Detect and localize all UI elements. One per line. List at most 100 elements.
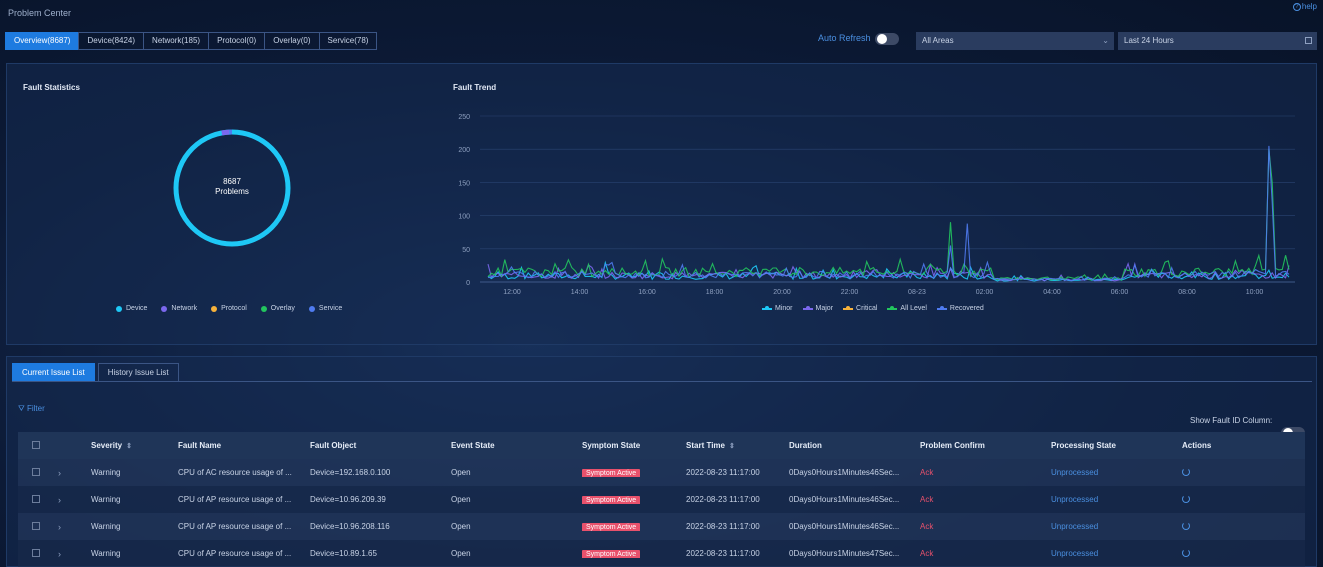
legend-service[interactable]: Service xyxy=(308,305,342,312)
help-link[interactable]: ? help xyxy=(1292,2,1317,11)
cell-symptom-state: Symptom Active xyxy=(582,468,686,477)
legend-overlay[interactable]: Overlay xyxy=(260,305,295,312)
refresh-action-icon[interactable] xyxy=(1182,521,1190,530)
header-processing-state: Processing State xyxy=(1051,441,1116,450)
ack-link[interactable]: Ack xyxy=(920,549,934,558)
tab-device[interactable]: Device(8424) xyxy=(78,32,145,50)
tab-history-issue-list[interactable]: History Issue List xyxy=(97,363,179,382)
row-expand[interactable]: › xyxy=(58,495,91,505)
tab-current-issue-list[interactable]: Current Issue List xyxy=(12,363,95,382)
area-select[interactable]: All Areas ⌄ xyxy=(916,32,1114,50)
toggle-knob xyxy=(877,34,887,44)
y-tick-label: 200 xyxy=(458,147,470,154)
cell-event-state: Open xyxy=(451,468,471,477)
x-tick-label: 16:00 xyxy=(638,289,656,296)
refresh-action-icon[interactable] xyxy=(1182,548,1190,557)
header-severity[interactable]: Severity ⇕ xyxy=(91,441,178,450)
tab-service[interactable]: Service(78) xyxy=(318,32,378,50)
cell-duration: 0Days0Hours1Minutes46Sec... xyxy=(789,468,900,477)
row-select-cell xyxy=(18,467,58,478)
cell-processing-state: Unprocessed xyxy=(1051,495,1182,504)
legend-protocol[interactable]: Protocol xyxy=(211,305,247,312)
cell-symptom-state: Symptom Active xyxy=(582,549,686,558)
processing-state-link[interactable]: Unprocessed xyxy=(1051,522,1099,531)
cell-duration: 0Days0Hours1Minutes46Sec... xyxy=(789,495,900,504)
header-start-time[interactable]: Start Time ⇕ xyxy=(686,441,789,450)
help-icon: ? xyxy=(1292,2,1301,11)
legend-label: Critical xyxy=(856,305,878,312)
row-checkbox[interactable] xyxy=(32,494,40,503)
x-tick-label: 04:00 xyxy=(1043,289,1061,296)
legend-label: Overlay xyxy=(270,305,295,312)
legend-label: Protocol xyxy=(221,305,247,312)
row-select-cell xyxy=(18,494,58,505)
statistics-panel xyxy=(6,63,1317,345)
x-tick-label: 10:00 xyxy=(1246,289,1264,296)
auto-refresh-toggle[interactable] xyxy=(875,33,899,45)
processing-state-link[interactable]: Unprocessed xyxy=(1051,495,1099,504)
legend-major[interactable]: Major xyxy=(802,305,834,312)
processing-state-link[interactable]: Unprocessed xyxy=(1051,468,1099,477)
symptom-badge: Symptom Active xyxy=(582,496,641,504)
time-range-select[interactable]: Last 24 Hours xyxy=(1118,32,1317,50)
row-select-cell xyxy=(18,548,58,559)
legend-network[interactable]: Network xyxy=(161,305,197,312)
cell-severity: Warning xyxy=(91,549,121,558)
header-duration: Duration xyxy=(789,441,822,450)
legend-label: Major xyxy=(815,305,834,312)
header-fault-object: Fault Object xyxy=(310,441,357,450)
chevron-right-icon: › xyxy=(58,467,61,478)
ack-link[interactable]: Ack xyxy=(920,522,934,531)
cell-fault-object: Device=10.96.208.116 xyxy=(310,522,390,531)
issue-list-tabs: Current Issue List History Issue List xyxy=(12,363,182,382)
fault-statistics-donut xyxy=(173,129,291,247)
x-tick-label: 06:00 xyxy=(1111,289,1129,296)
select-all-checkbox[interactable] xyxy=(32,440,40,449)
y-tick-label: 0 xyxy=(466,280,470,287)
symptom-badge: Symptom Active xyxy=(582,550,641,558)
row-expand[interactable]: › xyxy=(58,522,91,532)
legend-label: Minor xyxy=(775,305,793,312)
cell-start-time: 2022-08-23 11:17:00 xyxy=(686,522,760,531)
row-expand[interactable]: › xyxy=(58,468,91,478)
row-checkbox[interactable] xyxy=(32,467,40,476)
cell-processing-state: Unprocessed xyxy=(1051,522,1182,531)
table-row: › Warning CPU of AP resource usage of ..… xyxy=(18,513,1305,540)
cell-event-state: Open xyxy=(451,495,471,504)
legend-device[interactable]: Device xyxy=(116,305,147,312)
cell-processing-state: Unprocessed xyxy=(1051,468,1182,477)
x-tick-label: 02:00 xyxy=(976,289,994,296)
row-checkbox[interactable] xyxy=(32,548,40,557)
tab-overlay[interactable]: Overlay(0) xyxy=(264,32,320,50)
legend-critical[interactable]: Critical xyxy=(843,305,877,312)
filter-button[interactable]: ⛛ Filter xyxy=(18,404,45,414)
row-expand[interactable]: › xyxy=(58,549,91,559)
legend-recovered[interactable]: Recovered xyxy=(936,305,984,312)
refresh-action-icon[interactable] xyxy=(1182,494,1190,503)
legend-minor[interactable]: Minor xyxy=(762,305,793,312)
processing-state-link[interactable]: Unprocessed xyxy=(1051,549,1099,558)
tab-protocol[interactable]: Protocol(0) xyxy=(208,32,266,50)
cell-fault-object: Device=192.168.0.100 xyxy=(310,468,391,477)
tab-overview[interactable]: Overview(8687) xyxy=(5,32,80,50)
cell-severity: Warning xyxy=(91,522,121,531)
sort-icon[interactable]: ⇕ xyxy=(728,443,735,450)
tab-network[interactable]: Network(185) xyxy=(143,32,210,50)
chevron-down-icon: ⌄ xyxy=(1102,36,1109,45)
sort-icon[interactable]: ⇕ xyxy=(126,443,133,450)
row-select-cell xyxy=(18,521,58,532)
time-range-value: Last 24 Hours xyxy=(1124,36,1174,45)
header-label: Start Time xyxy=(686,441,725,450)
legend-label: Device xyxy=(126,305,148,312)
header-label: Severity xyxy=(91,441,123,450)
cell-symptom-state: Symptom Active xyxy=(582,495,686,504)
row-checkbox[interactable] xyxy=(32,521,40,530)
legend-all-level[interactable]: All Level xyxy=(887,305,927,312)
ack-link[interactable]: Ack xyxy=(920,495,934,504)
donut-segment-service xyxy=(173,129,291,247)
area-select-value: All Areas xyxy=(922,36,954,45)
refresh-action-icon[interactable] xyxy=(1182,467,1190,476)
fault-trend-chart: 0 50 100 150 200 250 12:00 14:00 16:00 18:00 20:00… xyxy=(458,114,1295,296)
y-tick-label: 250 xyxy=(458,114,470,121)
ack-link[interactable]: Ack xyxy=(920,468,934,477)
